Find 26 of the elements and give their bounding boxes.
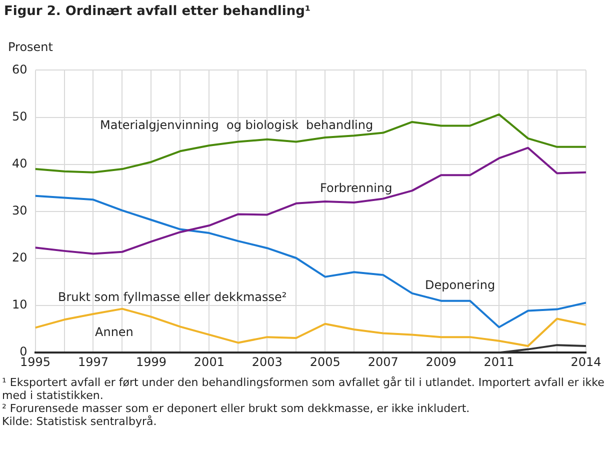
x-tick-label: 1995: [20, 354, 51, 369]
y-tick-label: 10: [12, 298, 28, 312]
series-label: Materialgjenvinning og biologisk behandling: [100, 118, 374, 132]
x-tick-label: 2005: [310, 354, 340, 369]
x-tick-label: 1999: [136, 354, 166, 369]
x-tick-label: 2009: [426, 354, 456, 369]
text: ² Forurensede masser som er deponert eller brukt som dekkmasse, er ikke inkludert.: [2, 402, 471, 415]
chart-title: Figur 2. Ordinært avfall etter behandling¹: [4, 4, 311, 19]
y-tick-label: 20: [12, 250, 28, 265]
y-tick-label: 30: [12, 204, 28, 218]
x-tick-label: 1997: [78, 354, 109, 369]
y-tick-label: 40: [12, 156, 28, 170]
x-tick-label: 2014: [570, 354, 602, 369]
x-tick-label: 2003: [252, 354, 282, 369]
series-label: Forbrenning: [320, 181, 392, 196]
y-axis-title: Prosent: [8, 40, 53, 54]
x-tick-label: 2001: [194, 354, 224, 369]
text: Kilde: Statistisk sentralbyrå.: [2, 415, 158, 428]
y-tick-label: 60: [12, 62, 28, 76]
y-tick-label: 50: [12, 109, 28, 124]
text: ¹ Eksportert avfall er ført under den behandlingsformen som avfallet går til i utlandet. Importert avfall er ikke med i statistikken.: [2, 376, 606, 402]
series-label: Brukt som fyllmasse eller dekkmasse²: [58, 290, 287, 304]
series-label: Deponering: [425, 278, 496, 292]
x-tick-label: 2007: [368, 354, 398, 369]
series-label: Annen: [95, 325, 134, 340]
x-tick-label: 2011: [484, 354, 514, 369]
